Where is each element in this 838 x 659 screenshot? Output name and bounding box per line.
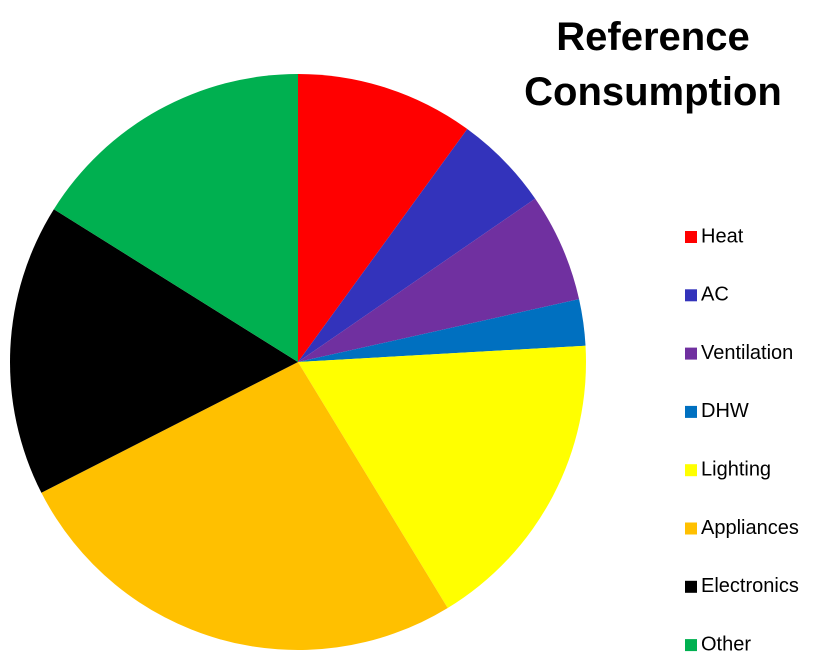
- legend-label: Lighting: [701, 458, 771, 480]
- pie-slice: [10, 209, 299, 493]
- pie-slice: [298, 129, 536, 362]
- legend-label: Electronics: [701, 575, 799, 597]
- chart-title: Reference Consumption: [524, 15, 782, 114]
- legend-label: Other: [701, 633, 751, 655]
- pie-slice: [298, 299, 586, 362]
- legend-swatch: [685, 231, 697, 243]
- legend-swatch: [685, 347, 697, 360]
- pie-slice: [298, 74, 468, 362]
- legend-label: AC: [701, 284, 729, 306]
- legend-swatch: [685, 522, 697, 535]
- legend-label: Heat: [701, 225, 744, 247]
- legend-swatch: [685, 639, 697, 652]
- pie-slice: [41, 362, 448, 650]
- legend-swatch: [685, 405, 697, 418]
- legend-swatch: [685, 464, 697, 477]
- legend-swatch: [685, 580, 697, 593]
- legend-swatch: [685, 289, 697, 302]
- legend-label: Appliances: [701, 517, 799, 539]
- legend-label: Ventilation: [701, 342, 793, 364]
- legend-label: DHW: [701, 400, 749, 422]
- pie-slice: [53, 73, 298, 362]
- pie-slice: [298, 198, 580, 362]
- pie-slice: [298, 345, 587, 609]
